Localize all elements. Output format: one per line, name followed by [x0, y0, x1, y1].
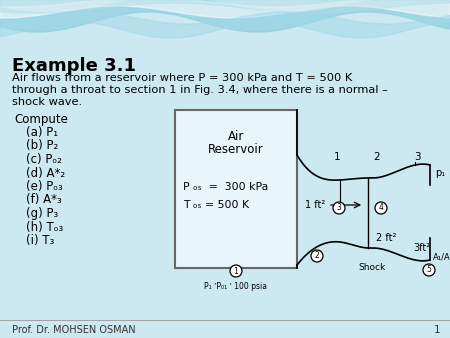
- Text: A₁/A: A₁/A: [433, 252, 450, 262]
- Text: shock wave.: shock wave.: [12, 97, 82, 107]
- Text: 1: 1: [433, 325, 440, 335]
- Text: 2: 2: [315, 251, 319, 261]
- Text: 3ft²: 3ft²: [413, 243, 430, 253]
- Text: Compute: Compute: [14, 113, 68, 126]
- Text: (c) Pₒ₂: (c) Pₒ₂: [26, 153, 62, 166]
- Circle shape: [423, 264, 435, 276]
- Text: 1: 1: [334, 152, 340, 162]
- Text: 1 ft²: 1 ft²: [305, 200, 325, 210]
- Text: 5: 5: [427, 266, 432, 274]
- Circle shape: [333, 202, 345, 214]
- Text: 3: 3: [414, 152, 420, 162]
- Circle shape: [375, 202, 387, 214]
- Text: T ₒₛ = 500 K: T ₒₛ = 500 K: [183, 200, 249, 210]
- Text: (g) P₃: (g) P₃: [26, 207, 58, 220]
- Text: (h) Tₒ₃: (h) Tₒ₃: [26, 220, 63, 234]
- Circle shape: [230, 265, 242, 277]
- Text: p₁: p₁: [435, 168, 445, 178]
- Text: through a throat to section 1 in Fig. 3.4, where there is a normal –: through a throat to section 1 in Fig. 3.…: [12, 85, 388, 95]
- Text: Reservoir: Reservoir: [208, 143, 264, 156]
- Text: 2: 2: [374, 152, 380, 162]
- Bar: [175, 110, 297, 268]
- Text: Shock: Shock: [358, 263, 386, 272]
- Text: Air flows from a reservoir where P = 300 kPa and T = 500 K: Air flows from a reservoir where P = 300…: [12, 73, 352, 83]
- Text: P₁ ʼP₀₁ ʼ 100 psia: P₁ ʼP₀₁ ʼ 100 psia: [204, 282, 267, 291]
- Text: (d) A*₂: (d) A*₂: [26, 167, 65, 179]
- Text: 1: 1: [234, 266, 239, 275]
- Text: Prof. Dr. MOHSEN OSMAN: Prof. Dr. MOHSEN OSMAN: [12, 325, 135, 335]
- Text: (f) A*₃: (f) A*₃: [26, 193, 62, 207]
- Circle shape: [311, 250, 323, 262]
- Text: Air: Air: [228, 130, 244, 143]
- Text: (a) P₁: (a) P₁: [26, 126, 58, 139]
- Text: 2 ft²: 2 ft²: [376, 233, 396, 243]
- Text: (b) P₂: (b) P₂: [26, 140, 58, 152]
- Text: P ₒₛ  =  300 kPa: P ₒₛ = 300 kPa: [183, 182, 268, 192]
- Text: (i) T₃: (i) T₃: [26, 234, 54, 247]
- Text: 3: 3: [337, 203, 342, 213]
- Text: 4: 4: [378, 203, 383, 213]
- Text: (e) Pₒ₃: (e) Pₒ₃: [26, 180, 63, 193]
- Text: Example 3.1: Example 3.1: [12, 57, 136, 75]
